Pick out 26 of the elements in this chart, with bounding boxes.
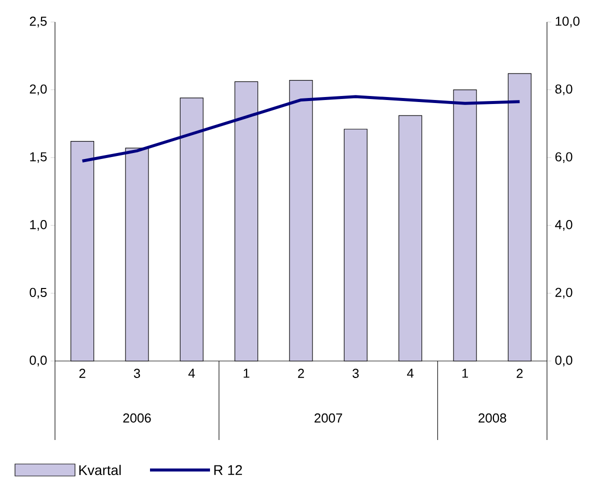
x-tick-label: 4 bbox=[407, 368, 414, 378]
y2-tick-label: 2,0 bbox=[555, 288, 572, 299]
y2-tick-label: 10,0 bbox=[556, 16, 580, 28]
x-tick-label: 1 bbox=[244, 368, 250, 378]
y2-tick-label: 8,0 bbox=[555, 84, 572, 96]
y2-tick-label: 4,0 bbox=[555, 220, 572, 231]
legend-label: Kvartal bbox=[79, 464, 121, 476]
y-tick-label: 1,0 bbox=[30, 220, 47, 231]
x-tick-label: 2 bbox=[79, 368, 86, 378]
x-tick-label: 2 bbox=[516, 368, 523, 378]
y-tick-label: 0,0 bbox=[30, 356, 47, 366]
text: 2008 bbox=[478, 413, 506, 423]
y2-tick-label: 6,0 bbox=[555, 152, 572, 163]
y-tick-label: 0,5 bbox=[30, 288, 47, 299]
text: 2006 bbox=[123, 413, 151, 423]
y-tick-label: 1,5 bbox=[30, 152, 47, 163]
x-tick-label: 3 bbox=[134, 368, 140, 378]
x-tick-label: 3 bbox=[352, 368, 359, 378]
y-tick-label: 2,5 bbox=[30, 16, 47, 28]
y2-tick-label: 0,0 bbox=[555, 356, 572, 366]
legend-label: R 12 bbox=[214, 465, 242, 475]
y-tick-label: 2,0 bbox=[30, 84, 47, 96]
x-tick-label: 1 bbox=[462, 368, 468, 378]
x-tick-label: 2 bbox=[298, 368, 304, 378]
x-tick-label: 4 bbox=[188, 368, 195, 378]
text: 2007 bbox=[314, 413, 342, 423]
